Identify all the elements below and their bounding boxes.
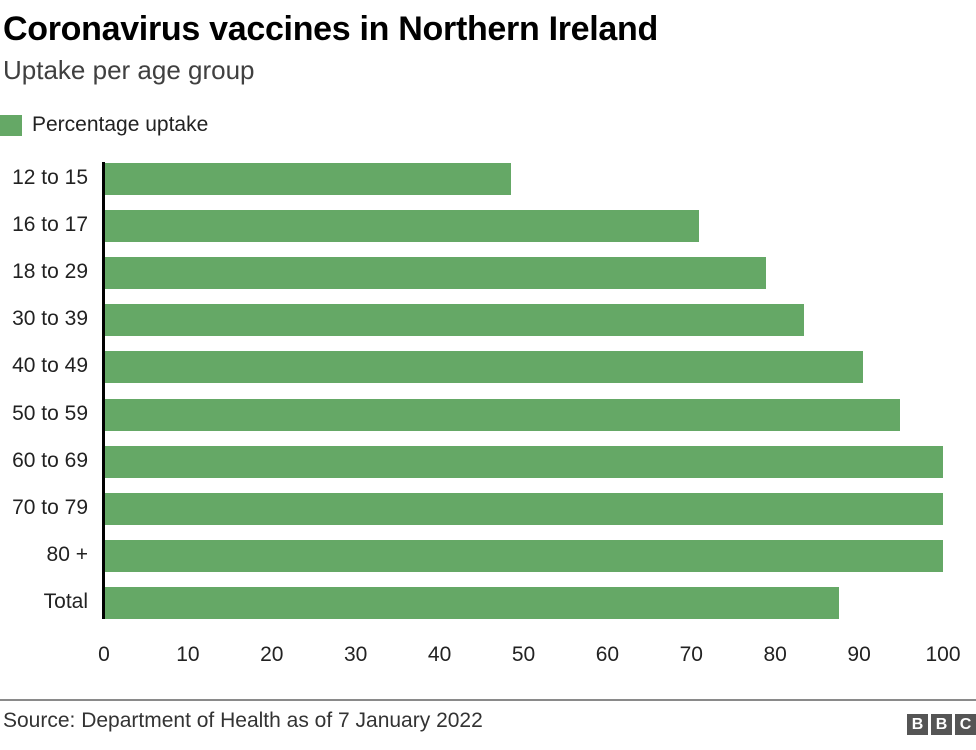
x-tick-label: 70 xyxy=(679,643,703,666)
bar xyxy=(105,351,864,384)
bar xyxy=(105,163,511,195)
legend-swatch xyxy=(0,114,22,136)
source-note: Source: Department of Health as of 7 Jan… xyxy=(3,709,483,732)
bbc-logo-letter: B xyxy=(931,714,952,735)
bbc-logo-letter: B xyxy=(907,714,928,735)
y-axis-line xyxy=(102,162,105,619)
legend: Percentage uptake xyxy=(0,113,208,137)
bar xyxy=(105,586,839,619)
x-tick-label: 90 xyxy=(847,643,871,666)
bar xyxy=(105,304,804,337)
category-label: 50 to 59 xyxy=(12,401,88,425)
category-label: 40 to 49 xyxy=(12,354,88,378)
x-tick-label: 100 xyxy=(925,643,961,666)
x-tick-label: 20 xyxy=(260,643,284,666)
footer-divider xyxy=(0,699,976,701)
category-label: 70 to 79 xyxy=(12,495,88,519)
bar xyxy=(105,539,943,572)
x-tick-label: 80 xyxy=(763,643,787,666)
x-tick-label: 50 xyxy=(511,643,536,666)
x-tick-label: 30 xyxy=(344,643,368,666)
category-label: 18 to 29 xyxy=(12,260,88,284)
category-label: 16 to 17 xyxy=(12,213,88,237)
bar xyxy=(105,257,766,290)
category-label: 30 to 39 xyxy=(12,307,88,331)
bar xyxy=(105,398,901,431)
bbc-logo: B B C xyxy=(907,714,976,735)
category-label: Total xyxy=(43,589,88,613)
legend-label: Percentage uptake xyxy=(32,113,209,136)
bbc-logo-letter: C xyxy=(955,714,976,735)
x-tick-label: 60 xyxy=(595,643,620,666)
bar xyxy=(105,210,699,243)
chart-title: Coronavirus vaccines in Northern Ireland xyxy=(3,10,658,48)
category-label: 12 to 15 xyxy=(12,166,88,189)
x-tick-label: 10 xyxy=(176,643,200,666)
x-tick-label: 40 xyxy=(427,643,452,666)
chart-subtitle: Uptake per age group xyxy=(3,55,255,85)
category-label: 60 to 69 xyxy=(12,448,88,472)
category-label: 80 + xyxy=(46,542,88,566)
bar xyxy=(105,492,943,525)
bar xyxy=(105,445,943,478)
x-tick-label: 0 xyxy=(98,643,110,666)
